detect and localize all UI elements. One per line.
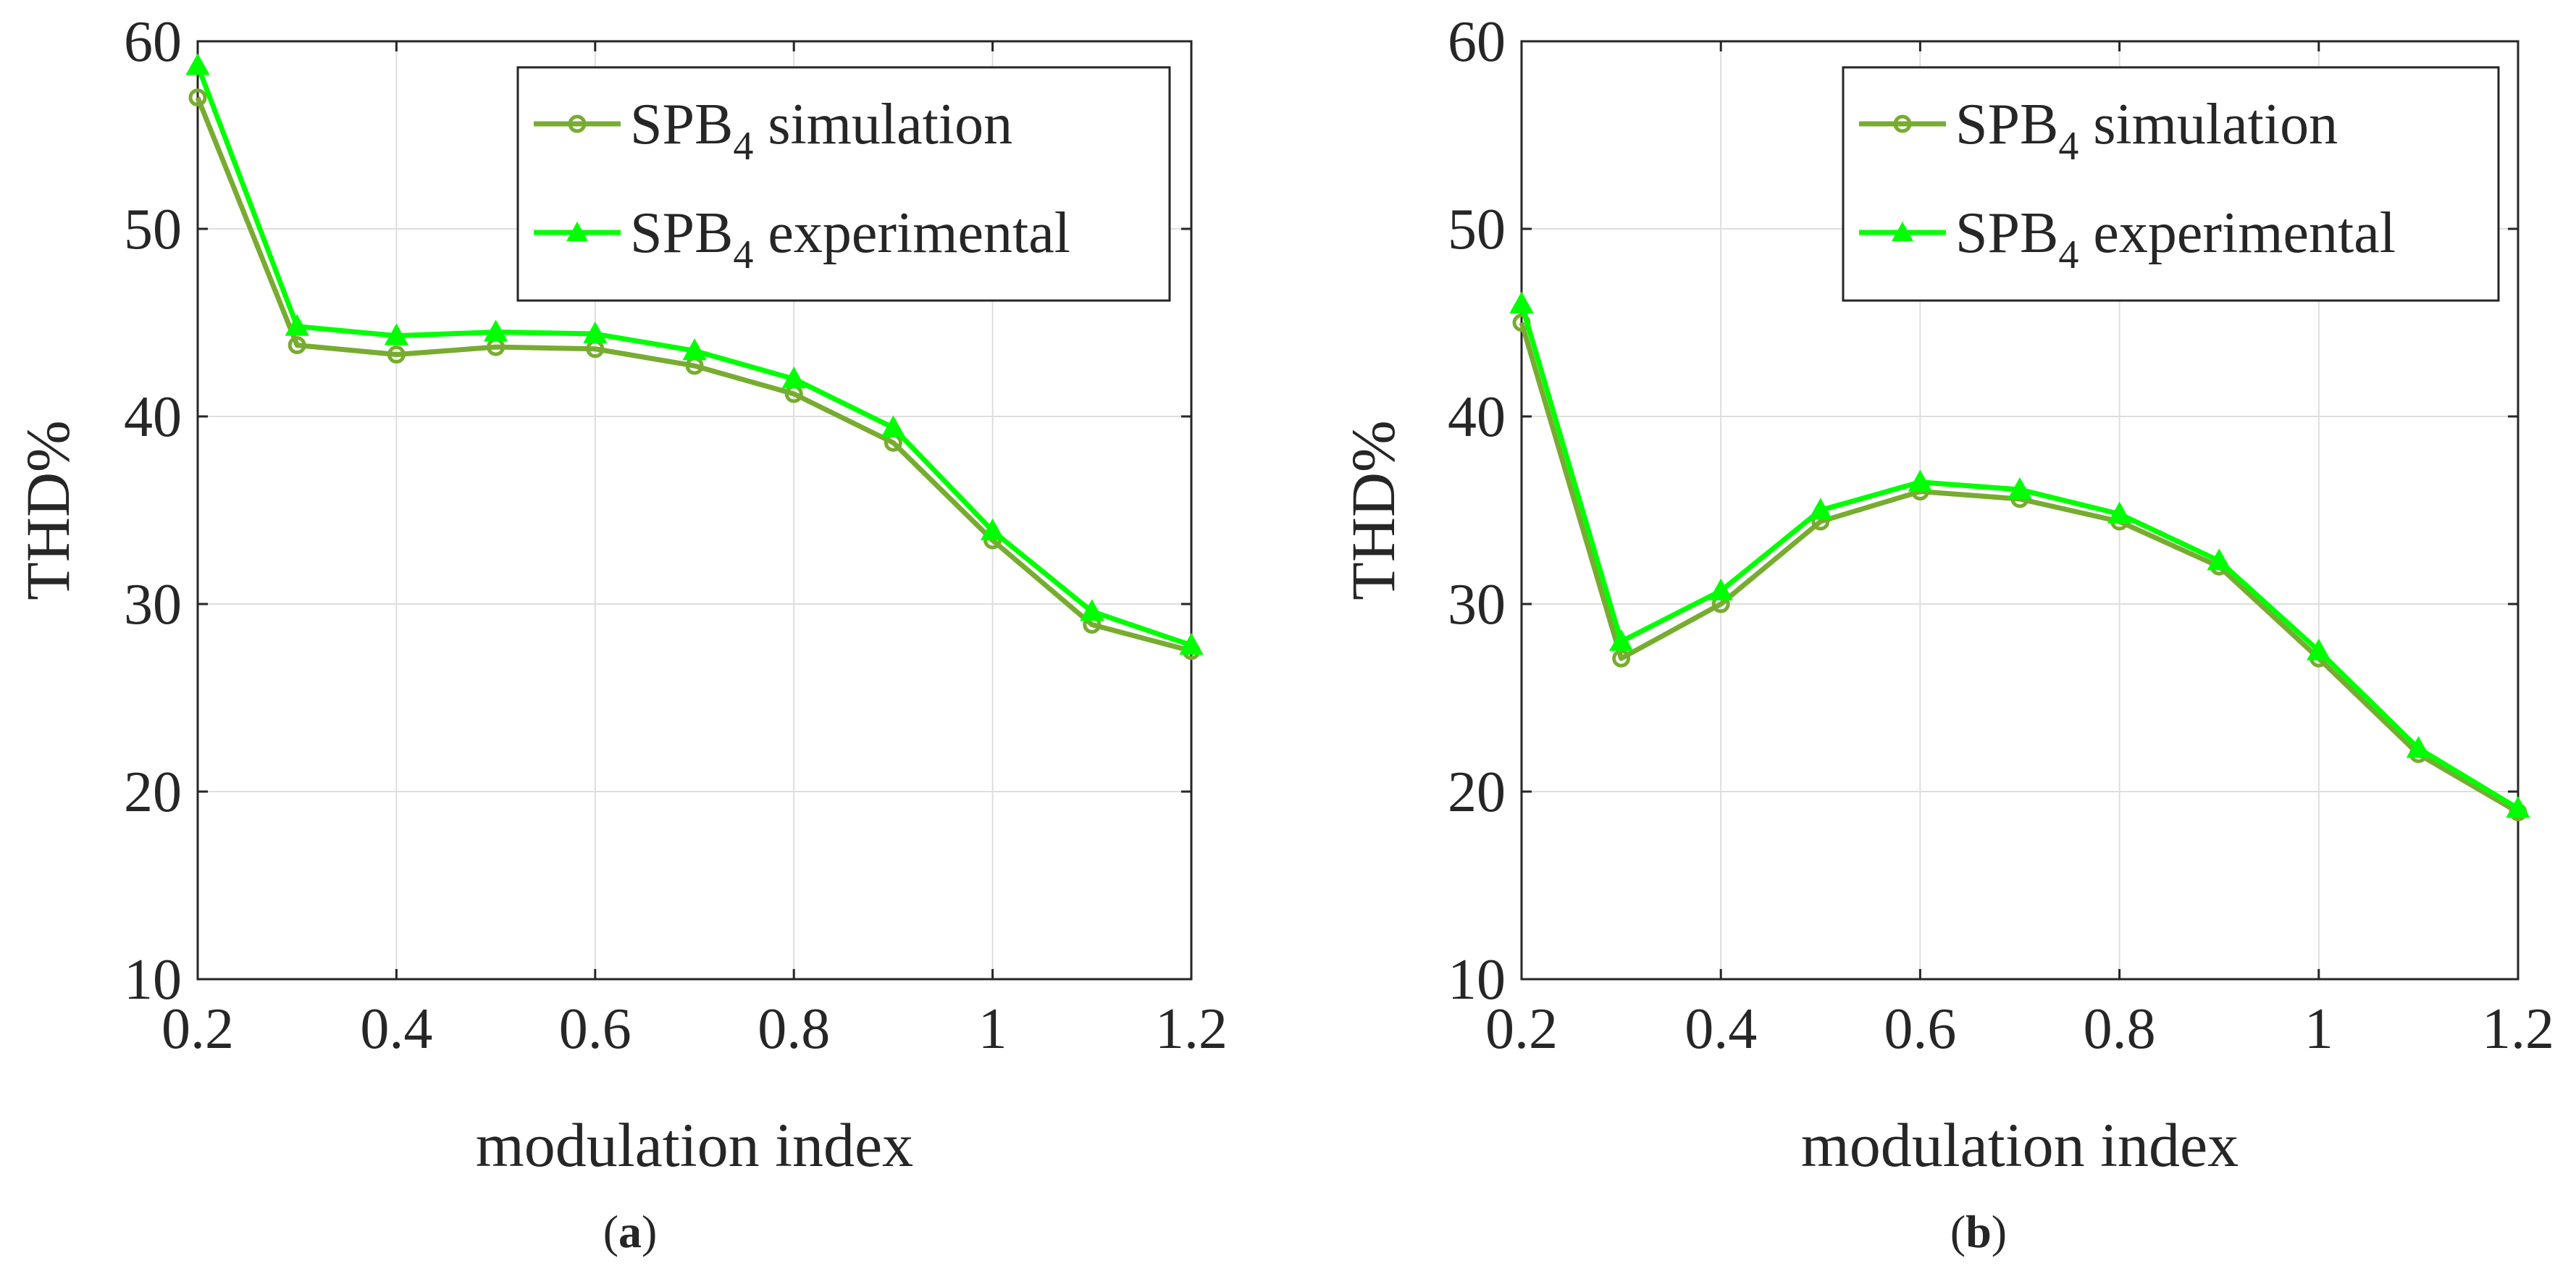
y-tick-label: 40 — [124, 385, 182, 449]
x-tick-label: 0.8 — [758, 997, 830, 1061]
data-point — [781, 366, 806, 389]
data-point — [2307, 638, 2331, 661]
legend-label-subscript: 4 — [2058, 232, 2078, 277]
data-point — [583, 321, 608, 344]
data-point — [1608, 629, 1634, 651]
panel-label-close-paren: ) — [1992, 1206, 2007, 1257]
axes-frame — [1520, 40, 2520, 981]
data-point — [384, 323, 409, 345]
axes-frame — [196, 40, 1193, 981]
data-point — [188, 88, 207, 107]
y-tick-label: 10 — [1448, 948, 1506, 1012]
legend-swatch-marker — [1893, 114, 1912, 133]
x-tick-label: 0.2 — [161, 997, 234, 1061]
y-axis-label: THD% — [13, 420, 83, 600]
series-experimental — [185, 53, 1204, 655]
y-tick-label: 10 — [124, 948, 182, 1012]
data-point — [1179, 632, 1204, 655]
data-point — [682, 338, 707, 361]
x-tick-label: 1 — [978, 997, 1007, 1061]
legend-swatch-marker — [566, 222, 588, 241]
panel-label-open-paren: ( — [603, 1206, 618, 1257]
legend-label-rest: simulation — [2078, 93, 2338, 156]
series-line — [195, 96, 1192, 654]
legend-entry-label: SPB4 experimental — [1955, 201, 2396, 277]
legend-label-main: SPB — [1955, 201, 2058, 265]
x-tick-label: 0.6 — [1884, 997, 1956, 1061]
legend-label-subscript: 4 — [2058, 124, 2078, 169]
data-point — [1708, 578, 1733, 600]
y-tick-label: 50 — [124, 198, 182, 261]
data-point — [1612, 649, 1631, 668]
legend-label-main: SPB — [630, 93, 733, 156]
data-point — [2506, 796, 2530, 818]
data-point — [288, 336, 306, 355]
data-point — [1908, 469, 1933, 492]
y-tick-label: 20 — [1448, 760, 1506, 824]
panel-label-close-paren: ) — [642, 1206, 657, 1257]
x-axis-label: modulation index — [476, 1110, 913, 1180]
legend-label-rest: experimental — [2078, 201, 2396, 265]
x-tick-label: 0.4 — [1685, 997, 1757, 1061]
legend-box — [516, 66, 1171, 302]
chart-panel-b: 0.2 0.4 0.6 0.8 1 1.2 10 20 30 40 50 60 modulation i… — [1338, 10, 2554, 1257]
panel-label-open-paren: ( — [1950, 1206, 1965, 1257]
panel-label-letter: b — [1965, 1206, 1992, 1257]
data-point — [980, 518, 1005, 540]
legend-entry-label: SPB4 simulation — [630, 93, 1012, 169]
legend-label-main: SPB — [1955, 93, 2058, 156]
data-point — [387, 345, 406, 364]
data-point — [1808, 498, 1833, 520]
legend-label-subscript: 4 — [733, 232, 753, 277]
legend-label-rest: experimental — [753, 201, 1070, 265]
y-tick-label: 20 — [124, 760, 182, 824]
y-tick-label: 60 — [124, 10, 182, 74]
data-point — [881, 415, 906, 437]
legend-swatch-marker — [1892, 222, 1913, 241]
legend-label-subscript: 4 — [733, 124, 753, 169]
data-point — [2207, 548, 2231, 571]
data-point — [185, 53, 210, 75]
data-point — [2107, 501, 2132, 524]
y-axis-label: THD% — [1338, 420, 1408, 600]
y-tick-label: 30 — [124, 573, 182, 637]
legend-entry-label: SPB4 experimental — [630, 201, 1070, 277]
y-tick-label: 60 — [1448, 10, 1506, 74]
data-point — [285, 314, 309, 336]
data-point — [2406, 736, 2431, 758]
data-point — [2007, 477, 2032, 500]
panel-label-letter: a — [618, 1206, 642, 1257]
x-tick-label: 1.2 — [2482, 997, 2554, 1061]
x-tick-label: 0.8 — [2084, 997, 2156, 1061]
legend-box — [1842, 66, 2500, 302]
y-tick-label: 30 — [1448, 573, 1506, 637]
data-point — [483, 319, 508, 342]
legend-entry-label: SPB4 simulation — [1955, 93, 2338, 169]
series-experimental — [1509, 291, 2530, 818]
x-tick-label: 1.2 — [1155, 997, 1228, 1061]
panel-label: (b) — [1950, 1206, 2007, 1257]
data-point — [1509, 291, 1534, 314]
x-tick-label: 1 — [2304, 997, 2333, 1061]
data-point — [1080, 599, 1104, 621]
chart-panel-a: 0.2 0.4 0.6 0.8 1 1.2 10 20 30 40 50 60 modulation i… — [13, 10, 1228, 1257]
legend-swatch-marker — [568, 114, 587, 133]
legend-label-rest: simulation — [753, 93, 1012, 156]
panel-label: (a) — [603, 1206, 658, 1257]
x-tick-label: 0.6 — [559, 997, 632, 1061]
y-tick-label: 40 — [1448, 385, 1506, 449]
x-tick-label: 0.4 — [360, 997, 432, 1061]
x-tick-label: 0.2 — [1485, 997, 1558, 1061]
x-axis-label: modulation index — [1801, 1110, 2239, 1180]
legend-label-main: SPB — [630, 201, 733, 265]
y-tick-label: 50 — [1448, 198, 1506, 261]
